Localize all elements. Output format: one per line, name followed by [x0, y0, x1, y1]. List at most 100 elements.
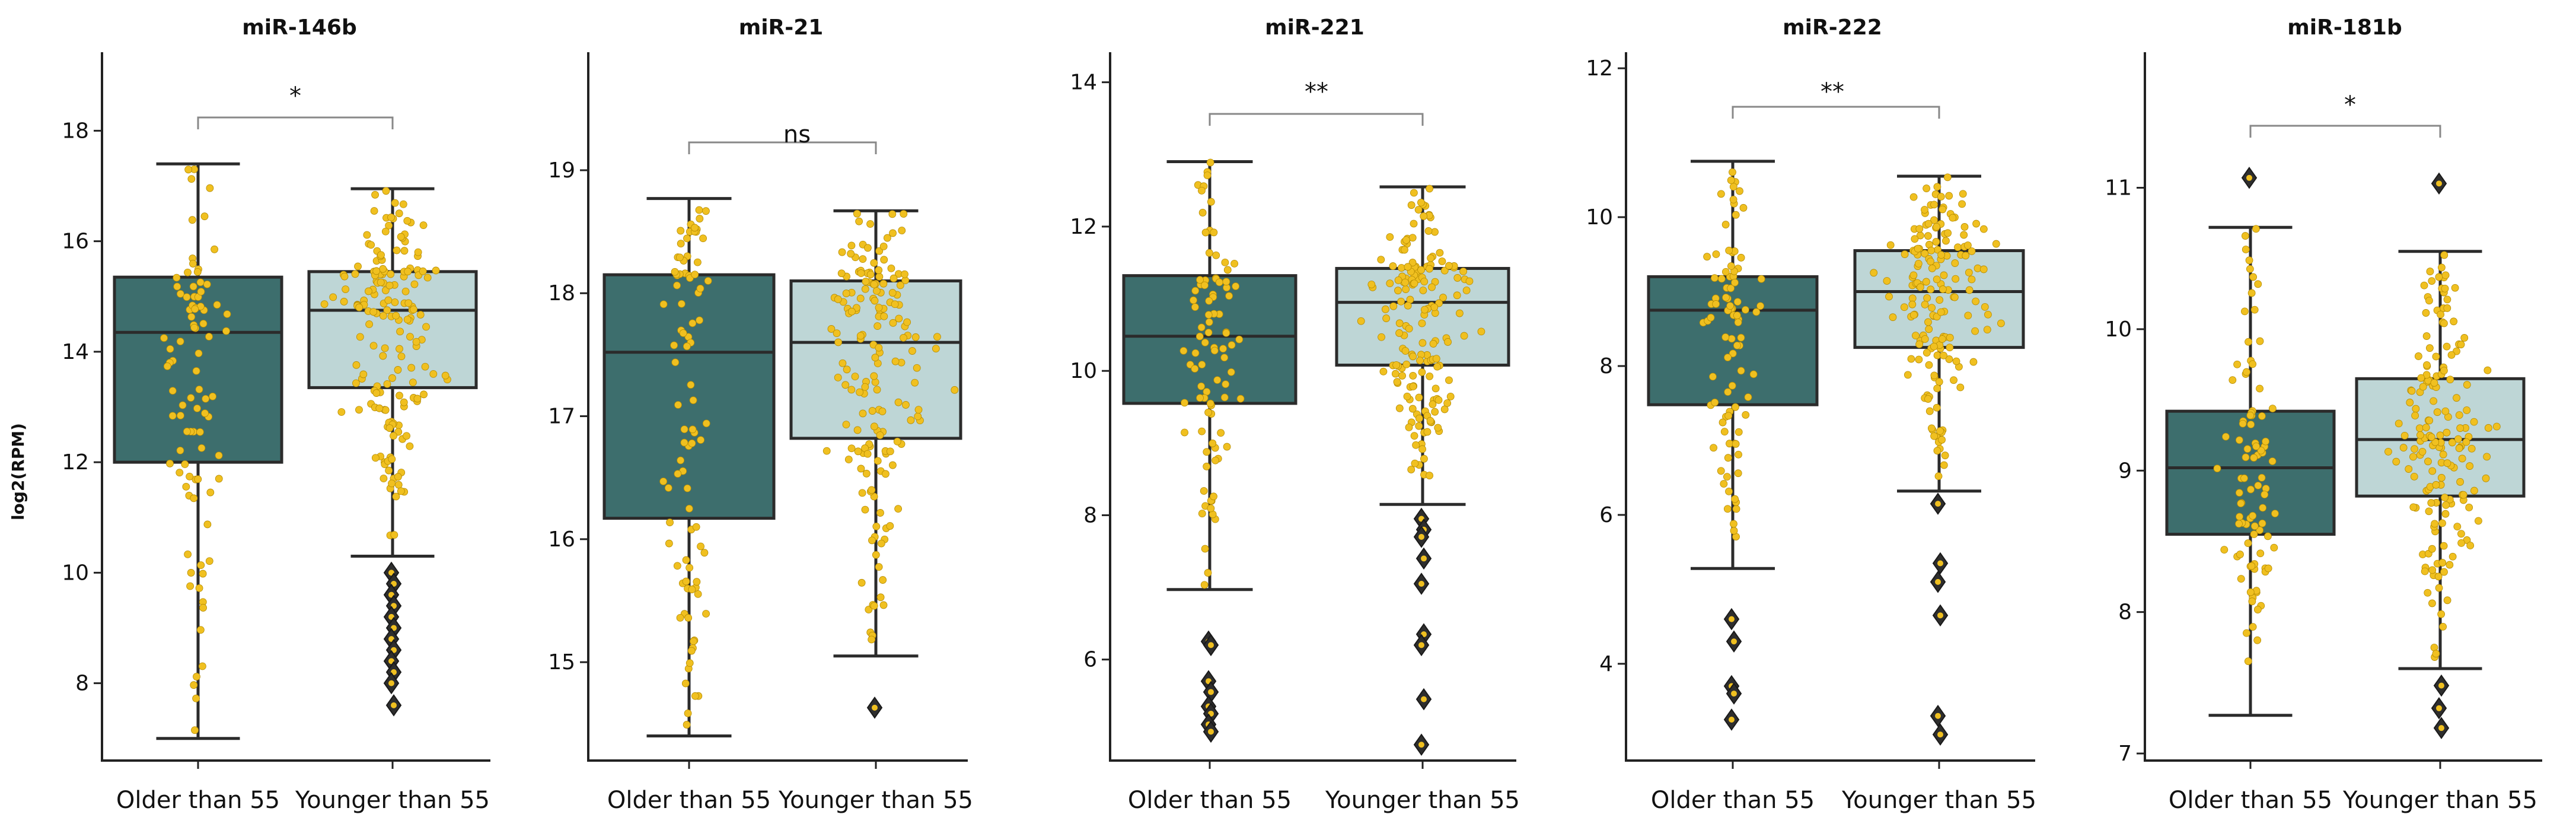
swarm-point	[1914, 259, 1923, 268]
swarm-point	[173, 273, 181, 282]
swarm-point	[1937, 251, 1946, 259]
swarm-point	[877, 539, 885, 548]
swarm-point	[1438, 257, 1446, 265]
swarm-point	[1215, 278, 1223, 287]
swarm-point	[2475, 517, 2482, 525]
swarm-point	[683, 721, 691, 729]
swarm-point	[400, 247, 409, 255]
swarm-point	[176, 469, 184, 477]
swarm-point	[392, 311, 400, 320]
swarm-point	[1201, 545, 1209, 553]
swarm-point	[1402, 360, 1411, 368]
swarm-point	[1235, 335, 1244, 343]
swarm-point	[1402, 285, 1410, 293]
swarm-point	[2457, 539, 2466, 547]
swarm-point	[199, 604, 207, 612]
swarm-point	[689, 396, 697, 405]
swarm-point	[421, 362, 429, 371]
swarm-point	[664, 484, 672, 492]
swarm-point	[352, 379, 360, 387]
swarm-point	[184, 268, 192, 276]
swarm-point	[1408, 234, 1417, 242]
swarm-point	[2418, 447, 2427, 456]
swarm-point	[1236, 395, 1245, 403]
swarm-point	[1227, 368, 1235, 376]
swarm-point	[855, 217, 863, 225]
swarm-point	[677, 300, 686, 308]
swarm-point	[1205, 297, 1213, 305]
swarm-point	[1737, 367, 1745, 375]
swarm-point	[684, 709, 692, 717]
swarm-point	[2441, 494, 2449, 502]
swarm-point	[380, 475, 388, 482]
swarm-point	[951, 386, 959, 394]
swarm-point	[1923, 185, 1931, 192]
swarm-point	[674, 470, 682, 478]
swarm-point	[1221, 258, 1229, 266]
swarm-point	[2436, 431, 2444, 440]
y-tick-label: 11	[2105, 176, 2132, 200]
swarm-point	[1904, 371, 1912, 379]
swarm-point	[1220, 393, 1229, 402]
swarm-point	[2246, 265, 2254, 273]
swarm-point	[1377, 256, 1385, 264]
swarm-point	[1729, 195, 1737, 203]
swarm-point	[367, 241, 375, 249]
plot-area: 4 6 8 10 12	[1586, 52, 2035, 769]
swarm-point	[2268, 457, 2277, 465]
swarm-point	[2406, 399, 2414, 406]
swarm-point	[914, 412, 922, 421]
swarm-point	[2236, 551, 2244, 558]
swarm-point	[1421, 306, 1429, 314]
swarm-point	[2440, 251, 2449, 259]
swarm-point	[2458, 454, 2466, 463]
swarm-point	[1723, 505, 1732, 513]
swarm-point	[859, 255, 867, 263]
swarm-point	[1938, 335, 1946, 343]
swarm-point	[2439, 450, 2447, 459]
swarm-point	[394, 481, 403, 489]
swarm-point	[1925, 361, 1933, 369]
swarm-point	[1465, 277, 1474, 285]
swarm-point	[876, 509, 884, 517]
swarm-point	[1725, 487, 1733, 495]
swarm-point	[868, 536, 876, 545]
y-tick-label: 16	[548, 527, 575, 552]
swarm-point	[704, 277, 712, 285]
swarm-point	[1739, 203, 1748, 212]
swarm-point	[1420, 212, 1428, 220]
swarm-point	[2457, 341, 2465, 349]
swarm-point	[889, 229, 897, 237]
swarm-point	[2483, 366, 2492, 374]
outlier-point	[1208, 642, 1214, 648]
swarm-point	[1965, 286, 1974, 294]
swarm-point	[391, 298, 399, 306]
swarm-point	[687, 647, 696, 655]
swarm-point	[1921, 300, 1929, 308]
swarm-point	[176, 446, 184, 454]
swarm-point	[209, 392, 217, 400]
swarm-point	[1423, 428, 1432, 436]
significance-label: **	[1821, 78, 1844, 106]
swarm-point	[858, 489, 866, 497]
swarm-point	[2244, 539, 2252, 548]
swarm-point	[1394, 276, 1402, 284]
outlier-point	[2438, 682, 2444, 689]
swarm-point	[2254, 280, 2262, 288]
swarm-point	[1968, 275, 1976, 284]
swarm-point	[2243, 445, 2252, 453]
swarm-point	[1203, 448, 1211, 456]
swarm-point	[880, 256, 888, 264]
swarm-point	[1200, 581, 1209, 589]
outlier-point	[1935, 713, 1941, 719]
swarm-point	[410, 306, 417, 314]
swarm-point	[396, 345, 403, 353]
swarm-point	[1949, 214, 1957, 222]
swarm-point	[401, 287, 410, 295]
outlier-point	[1418, 642, 1424, 648]
swarm-point	[2411, 412, 2419, 419]
swarm-point	[193, 673, 200, 680]
swarm-point	[2442, 501, 2450, 509]
swarm-point	[370, 207, 378, 215]
swarm-point	[1724, 388, 1732, 396]
